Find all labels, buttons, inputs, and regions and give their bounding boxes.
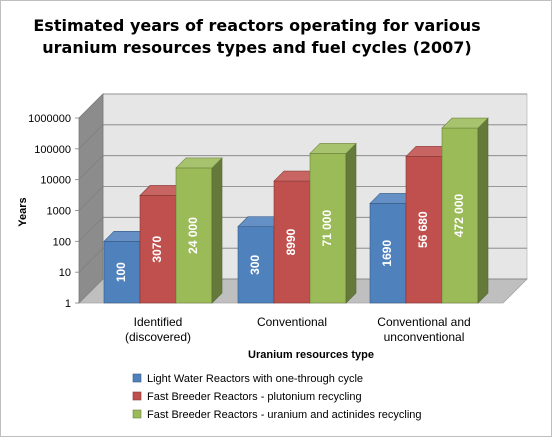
y-tick-label: 1000 bbox=[47, 206, 71, 218]
gridline bbox=[78, 186, 527, 211]
y-tick-label: 100 bbox=[53, 236, 71, 248]
category-label: Conventional bbox=[257, 315, 327, 329]
y-tick-label: 1000000 bbox=[28, 113, 71, 125]
data-label: 24 000 bbox=[186, 217, 200, 254]
y-axis-ticks: 1 10 100 1000 10000 100000 1000000 bbox=[28, 113, 79, 310]
chart-title-line-1: Estimated years of reactors operating fo… bbox=[33, 16, 480, 35]
y-axis-title: Years bbox=[17, 197, 29, 226]
data-label: 472 000 bbox=[452, 194, 466, 238]
y-tick-label: 10000 bbox=[40, 175, 71, 187]
bar bbox=[175, 157, 223, 304]
gridline bbox=[78, 124, 527, 150]
legend-swatch bbox=[132, 373, 142, 383]
category-label: unconventional bbox=[384, 330, 465, 344]
data-label: 71 000 bbox=[320, 210, 334, 247]
category-label: Identified bbox=[134, 315, 183, 329]
data-label: 300 bbox=[248, 254, 262, 274]
bar bbox=[309, 142, 357, 304]
legend-swatch bbox=[132, 409, 142, 419]
category-label: Conventional and bbox=[377, 315, 470, 329]
data-label: 8990 bbox=[284, 228, 298, 255]
gridline bbox=[78, 93, 527, 119]
legend-item: Fast Breeder Reactors - uranium and acti… bbox=[132, 409, 422, 421]
data-label: 100 bbox=[114, 262, 128, 282]
data-labels: 100 3070 24 000 300 8990 71 000 1690 56 680 472 … bbox=[114, 194, 466, 283]
category-label: (discovered) bbox=[125, 330, 191, 344]
y-tick-label: 10 bbox=[59, 267, 71, 279]
chart-title: Estimated years of reactors operating fo… bbox=[33, 16, 480, 57]
bar bbox=[441, 117, 489, 304]
data-label: 56 680 bbox=[416, 211, 430, 248]
bars bbox=[103, 117, 489, 304]
category-labels: Identified(discovered) Conventional Conven… bbox=[125, 315, 471, 344]
legend-label: Fast Breeder Reactors - uranium and acti… bbox=[147, 409, 422, 421]
legend-item: Fast Breeder Reactors - plutonium recycl… bbox=[132, 391, 362, 403]
x-axis-title: Uranium resources type bbox=[248, 349, 374, 361]
data-label: 1690 bbox=[380, 240, 394, 267]
data-label: 3070 bbox=[150, 236, 164, 263]
gridline bbox=[78, 155, 527, 180]
legend: Light Water Reactors with one-through cy… bbox=[132, 373, 422, 421]
legend-item: Light Water Reactors with one-through cy… bbox=[132, 373, 363, 385]
y-tick-label: 1 bbox=[65, 298, 71, 310]
legend-swatch bbox=[132, 391, 142, 401]
legend-label: Light Water Reactors with one-through cy… bbox=[147, 373, 363, 385]
y-tick-label: 100000 bbox=[34, 144, 71, 156]
chart-title-line-2: uranium resources types and fuel cycles … bbox=[42, 38, 471, 57]
legend-label: Fast Breeder Reactors - plutonium recycl… bbox=[147, 391, 362, 403]
